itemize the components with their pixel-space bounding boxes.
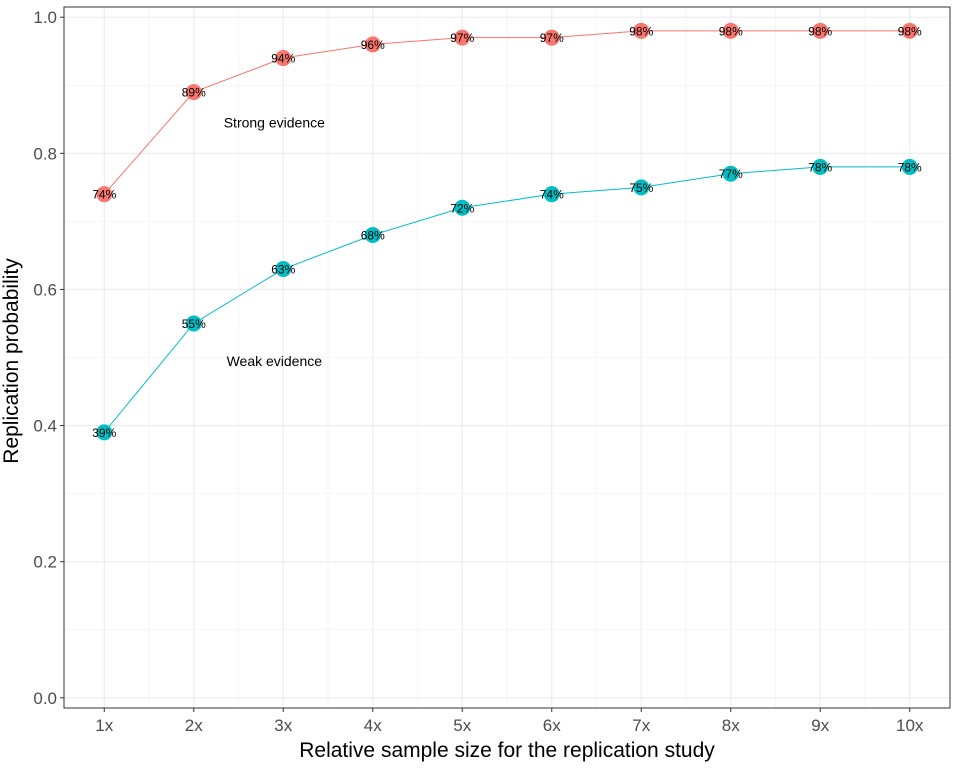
y-tick-label: 0.8 <box>33 144 57 163</box>
data-point-series-1 <box>454 199 471 216</box>
data-label-series-1: 78% <box>808 160 832 174</box>
y-tick-label: 0.4 <box>33 417 57 436</box>
data-label-series-0: 98% <box>808 24 832 38</box>
major-gridlines <box>64 7 950 708</box>
y-tick-label: 1.0 <box>33 8 57 27</box>
series-layer <box>96 22 918 441</box>
data-point-series-0 <box>901 22 918 39</box>
series-line-0 <box>103 30 910 195</box>
x-axis-title: Relative sample size for the replication… <box>299 739 715 762</box>
x-tick-label: 1x <box>95 716 113 735</box>
data-label-series-0: 98% <box>898 24 922 38</box>
data-label-series-0: 94% <box>271 52 295 66</box>
data-labels-layer: 74% 89% 94% 96% 97% 97% 98% 98% 98% 98% 39% 55% 63% 6… <box>92 24 922 440</box>
x-tick-label: 9x <box>811 716 829 735</box>
data-point-series-1 <box>543 186 560 203</box>
data-point-series-1 <box>633 179 650 196</box>
data-point-series-1 <box>364 226 381 243</box>
x-tick-label: 10x <box>896 716 924 735</box>
x-axis-ticks: 1x 2x 3x 4x 5x 6x 7x 8x 9x 10x <box>95 708 924 735</box>
y-tick-label: 0.0 <box>33 689 57 708</box>
annotation-1: Weak evidence <box>227 353 323 369</box>
data-label-series-1: 55% <box>182 317 206 331</box>
data-label-series-1: 63% <box>271 263 295 277</box>
annotations-layer: Strong evidence Weak evidence <box>224 115 325 369</box>
data-label-series-1: 72% <box>450 201 474 215</box>
data-label-series-1: 75% <box>629 181 653 195</box>
data-point-series-0 <box>275 50 292 67</box>
data-point-series-1 <box>275 261 292 278</box>
x-tick-label: 5x <box>453 716 471 735</box>
data-label-series-0: 96% <box>361 38 385 52</box>
data-label-series-0: 97% <box>450 31 474 45</box>
data-label-series-1: 68% <box>361 228 385 242</box>
data-label-series-1: 77% <box>719 167 743 181</box>
data-label-series-1: 78% <box>898 160 922 174</box>
data-label-series-0: 74% <box>92 188 116 202</box>
data-label-series-1: 39% <box>92 426 116 440</box>
data-point-series-0 <box>364 36 381 53</box>
panel-border <box>63 6 951 709</box>
data-point-series-1 <box>901 158 918 175</box>
data-point-series-1 <box>812 158 829 175</box>
data-point-series-0 <box>543 29 560 46</box>
data-point-series-1 <box>722 165 739 182</box>
x-tick-label: 4x <box>364 716 382 735</box>
y-axis-ticks: 0.0 0.2 0.4 0.6 0.8 1.0 <box>33 8 64 708</box>
x-tick-label: 3x <box>274 716 292 735</box>
data-label-series-0: 98% <box>719 24 743 38</box>
y-tick-label: 0.2 <box>33 553 57 572</box>
data-point-series-0 <box>722 22 739 39</box>
data-point-series-0 <box>633 22 650 39</box>
y-axis-title: Replication probability <box>0 258 23 464</box>
data-label-series-1: 74% <box>540 188 564 202</box>
x-tick-label: 2x <box>185 716 203 735</box>
data-point-series-1 <box>185 315 202 332</box>
data-point-series-0 <box>454 29 471 46</box>
x-tick-label: 8x <box>722 716 740 735</box>
series-line-1 <box>103 166 910 433</box>
data-point-series-0 <box>185 84 202 101</box>
data-point-series-0 <box>812 22 829 39</box>
data-label-series-0: 97% <box>540 31 564 45</box>
x-tick-label: 6x <box>543 716 561 735</box>
minor-gridlines <box>64 7 950 708</box>
data-point-series-0 <box>96 186 113 203</box>
data-label-series-0: 98% <box>629 24 653 38</box>
annotation-0: Strong evidence <box>224 115 325 131</box>
data-label-series-0: 89% <box>182 86 206 100</box>
data-point-series-1 <box>96 424 113 441</box>
x-tick-label: 7x <box>632 716 650 735</box>
y-tick-label: 0.6 <box>33 280 57 299</box>
